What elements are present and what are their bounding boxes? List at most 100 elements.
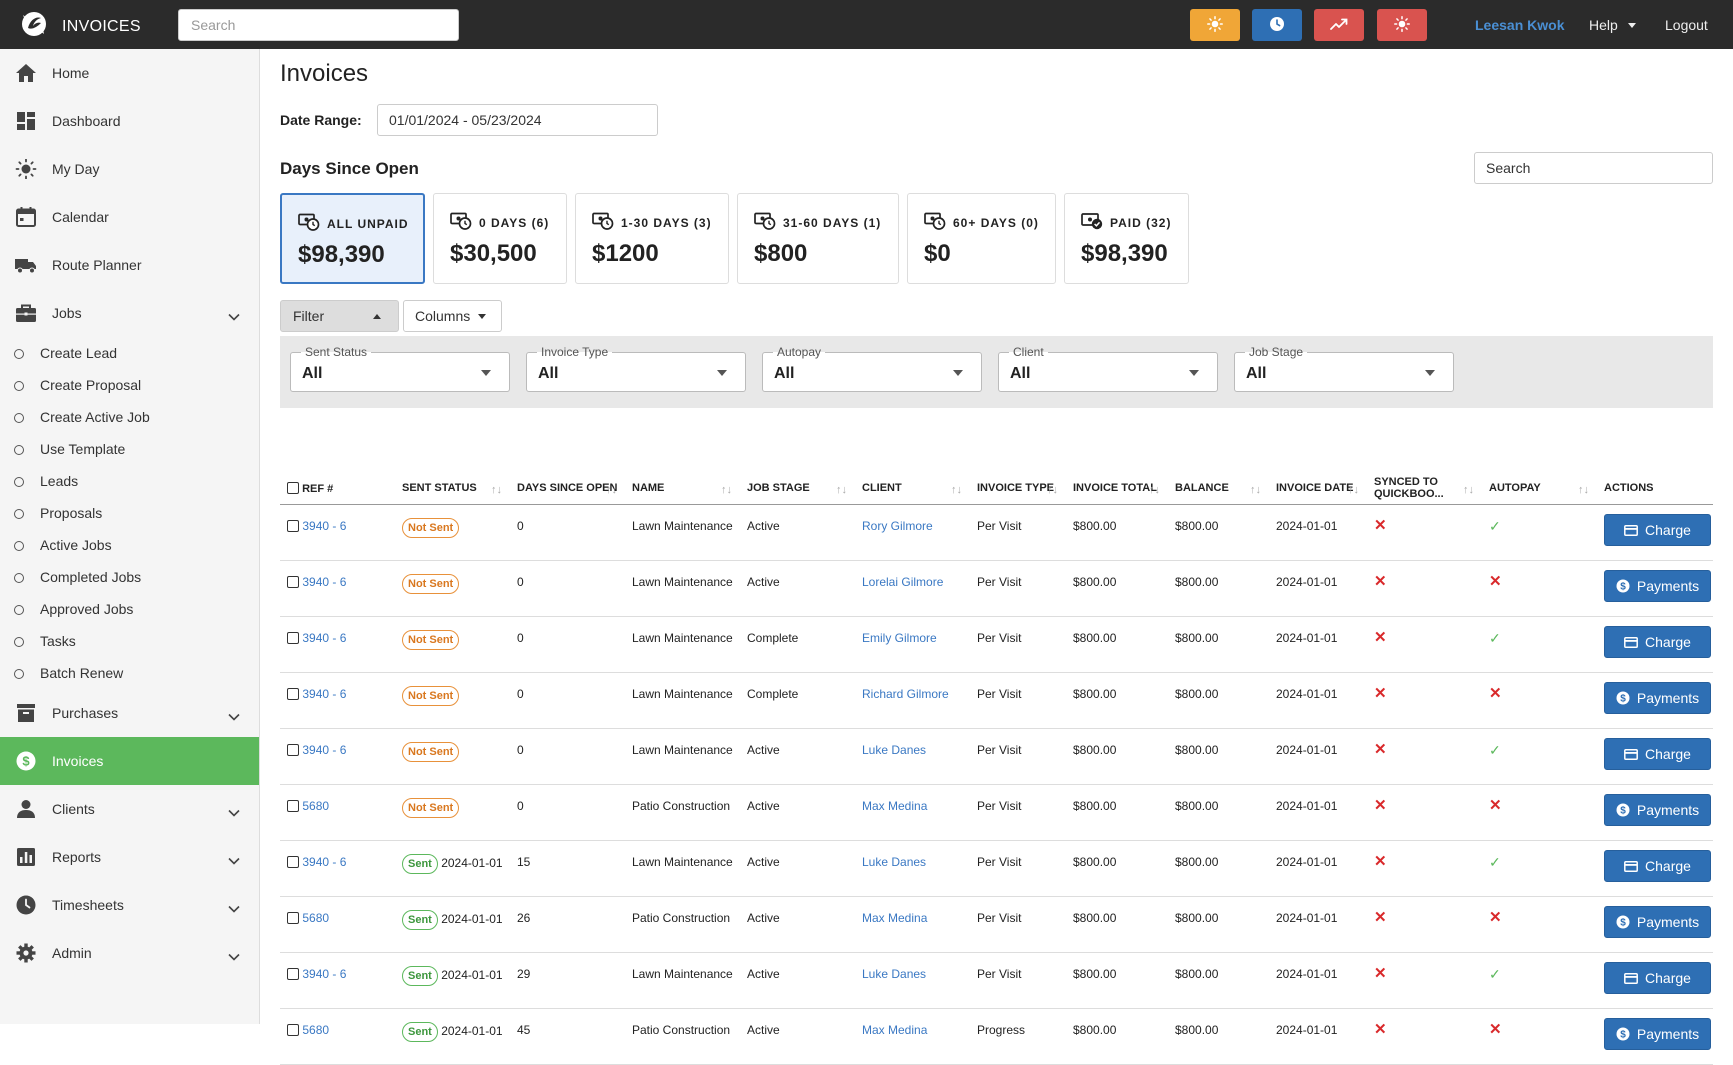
ref-link[interactable]: 5680 <box>302 911 330 925</box>
sort-icon[interactable]: ↑↓ <box>1047 484 1058 496</box>
global-search-input[interactable] <box>178 9 459 41</box>
sort-icon[interactable]: ↑↓ <box>951 484 962 496</box>
sort-icon[interactable]: ↑↓ <box>1578 484 1589 496</box>
sun-button[interactable] <box>1190 9 1240 41</box>
help-menu[interactable]: Help <box>1589 17 1636 33</box>
sidebar-subitem-create-proposal[interactable]: Create Proposal <box>0 371 259 401</box>
table-row[interactable]: 5680 Sent 2024-01-01 26 Patio Construction A… <box>280 896 1713 953</box>
row-checkbox[interactable] <box>287 1024 299 1036</box>
ref-link[interactable]: 5680 <box>302 799 330 813</box>
client-link[interactable]: Luke Danes <box>862 743 927 757</box>
client-link[interactable]: Luke Danes <box>862 855 927 869</box>
select-all-checkbox[interactable] <box>287 481 299 494</box>
row-checkbox[interactable] <box>287 968 299 980</box>
sidebar-item-admin[interactable]: Admin <box>0 929 259 977</box>
row-checkbox[interactable] <box>287 520 299 532</box>
sort-icon[interactable]: ↑↓ <box>1348 484 1359 496</box>
ref-link[interactable]: 3940 - 6 <box>302 631 347 645</box>
sidebar-subitem-leads[interactable]: Leads <box>0 467 259 497</box>
sort-icon[interactable]: ↑↓ <box>606 484 617 496</box>
ref-link[interactable]: 3940 - 6 <box>302 519 347 533</box>
summary-card-60-plus-days[interactable]: 60+ DAYS (0) $0 <box>907 193 1056 284</box>
invoice-type-select[interactable]: Invoice Type All <box>526 345 746 392</box>
row-checkbox[interactable] <box>287 632 299 644</box>
sort-icon[interactable]: ↑↓ <box>1463 484 1474 496</box>
summary-card-31-60-days[interactable]: 31-60 DAYS (1) $800 <box>737 193 899 284</box>
charge-button[interactable]: Charge <box>1604 626 1711 658</box>
client-link[interactable]: Emily Gilmore <box>862 631 937 645</box>
sidebar-subitem-batch-renew[interactable]: Batch Renew <box>0 659 259 689</box>
user-menu-link[interactable]: Leesan Kwok <box>1475 17 1565 33</box>
client-link[interactable]: Max Medina <box>862 799 928 813</box>
table-row[interactable]: 5680 Not Sent 0 Patio Construction Active Max… <box>280 784 1713 841</box>
table-row[interactable]: 3940 - 6 Not Sent 0 Lawn Maintenance Active L… <box>280 728 1713 785</box>
client-link[interactable]: Rory Gilmore <box>862 519 933 533</box>
payments-button[interactable]: $ Payments <box>1604 570 1711 602</box>
sort-icon[interactable]: ↑↓ <box>721 484 732 496</box>
sidebar-item-reports[interactable]: Reports <box>0 833 259 881</box>
ref-link[interactable]: 3940 - 6 <box>302 967 347 981</box>
sort-icon[interactable]: ↑↓ <box>1250 484 1261 496</box>
table-row[interactable]: 5680 Sent 2024-01-01 45 Patio Construction A… <box>280 1008 1713 1065</box>
sidebar-item-timesheets[interactable]: Timesheets <box>0 881 259 929</box>
summary-card-1-30-days[interactable]: 1-30 DAYS (3) $1200 <box>575 193 729 284</box>
ref-link[interactable]: 3940 - 6 <box>302 687 347 701</box>
summary-card-0-days[interactable]: 0 DAYS (6) $30,500 <box>433 193 567 284</box>
sidebar-item-jobs[interactable]: Jobs <box>0 289 259 337</box>
sidebar-item-home[interactable]: Home <box>0 49 259 97</box>
column-header-autopay[interactable]: AUTOPAY ↑↓ <box>1482 472 1597 505</box>
payments-button[interactable]: $ Payments <box>1604 682 1711 714</box>
column-header-invoice-date[interactable]: INVOICE DATE ↑↓ <box>1269 472 1367 505</box>
ref-link[interactable]: 3940 - 6 <box>302 575 347 589</box>
column-header-ref[interactable]: REF # <box>280 472 395 505</box>
row-checkbox[interactable] <box>287 576 299 588</box>
sidebar-item-clients[interactable]: Clients <box>0 785 259 833</box>
column-header-job-stage[interactable]: JOB STAGE ↑↓ <box>740 472 855 505</box>
row-checkbox[interactable] <box>287 912 299 924</box>
sidebar-item-purchases[interactable]: Purchases <box>0 689 259 737</box>
trend-button[interactable] <box>1314 9 1364 41</box>
table-row[interactable]: 3940 - 6 Not Sent 0 Lawn Maintenance Complet… <box>280 616 1713 673</box>
client-link[interactable]: Max Medina <box>862 911 928 925</box>
sidebar-item-calendar[interactable]: Calendar <box>0 193 259 241</box>
row-checkbox[interactable] <box>287 856 299 868</box>
ref-link[interactable]: 5680 <box>302 1023 330 1037</box>
clock-button[interactable] <box>1252 9 1302 41</box>
sort-icon[interactable]: ↑↓ <box>836 484 847 496</box>
column-header-sent-status[interactable]: SENT STATUS ↑↓ <box>395 472 510 505</box>
row-checkbox[interactable] <box>287 688 299 700</box>
column-header-invoice-type[interactable]: INVOICE TYPE ↑↓ <box>970 472 1066 505</box>
column-header-name[interactable]: NAME ↑↓ <box>625 472 740 505</box>
autopay-select[interactable]: Autopay All <box>762 345 982 392</box>
sidebar-subitem-tasks[interactable]: Tasks <box>0 627 259 657</box>
logout-link[interactable]: Logout <box>1665 17 1708 33</box>
sort-icon[interactable]: ↑↓ <box>1149 484 1160 496</box>
sidebar-item-dashboard[interactable]: Dashboard <box>0 97 259 145</box>
payments-button[interactable]: $ Payments <box>1604 906 1711 938</box>
sidebar-subitem-completed-jobs[interactable]: Completed Jobs <box>0 563 259 593</box>
ref-link[interactable]: 3940 - 6 <box>302 855 347 869</box>
table-row[interactable]: 3940 - 6 Not Sent 0 Lawn Maintenance Complet… <box>280 672 1713 729</box>
sidebar-item-invoices[interactable]: $ Invoices <box>0 737 259 785</box>
column-header-invoice-total[interactable]: INVOICE TOTAL ↑↓ <box>1066 472 1168 505</box>
sidebar-subitem-active-jobs[interactable]: Active Jobs <box>0 531 259 561</box>
job-stage-select[interactable]: Job Stage All <box>1234 345 1454 392</box>
table-row[interactable]: 3940 - 6 Not Sent 0 Lawn Maintenance Active R… <box>280 504 1713 561</box>
column-header-balance[interactable]: BALANCE ↑↓ <box>1168 472 1269 505</box>
summary-card-paid[interactable]: PAID (32) $98,390 <box>1064 193 1189 284</box>
table-row[interactable]: 3940 - 6 Not Sent 0 Lawn Maintenance Active L… <box>280 560 1713 617</box>
sidebar-item-my-day[interactable]: My Day <box>0 145 259 193</box>
ref-link[interactable]: 3940 - 6 <box>302 743 347 757</box>
client-select[interactable]: Client All <box>998 345 1218 392</box>
columns-button[interactable]: Columns <box>403 300 502 332</box>
row-checkbox[interactable] <box>287 800 299 812</box>
summary-card-all-unpaid[interactable]: ALL UNPAID $98,390 <box>280 193 425 284</box>
charge-button[interactable]: Charge <box>1604 738 1711 770</box>
payments-button[interactable]: $ Payments <box>1604 1018 1711 1050</box>
sidebar-item-route-planner[interactable]: Route Planner <box>0 241 259 289</box>
row-checkbox[interactable] <box>287 744 299 756</box>
payments-button[interactable]: $ Payments <box>1604 794 1711 826</box>
column-header-days-since-open[interactable]: DAYS SINCE OPEN ↑↓ <box>510 472 625 505</box>
table-search-input[interactable] <box>1474 152 1713 184</box>
brand[interactable]: INVOICES <box>20 10 141 43</box>
